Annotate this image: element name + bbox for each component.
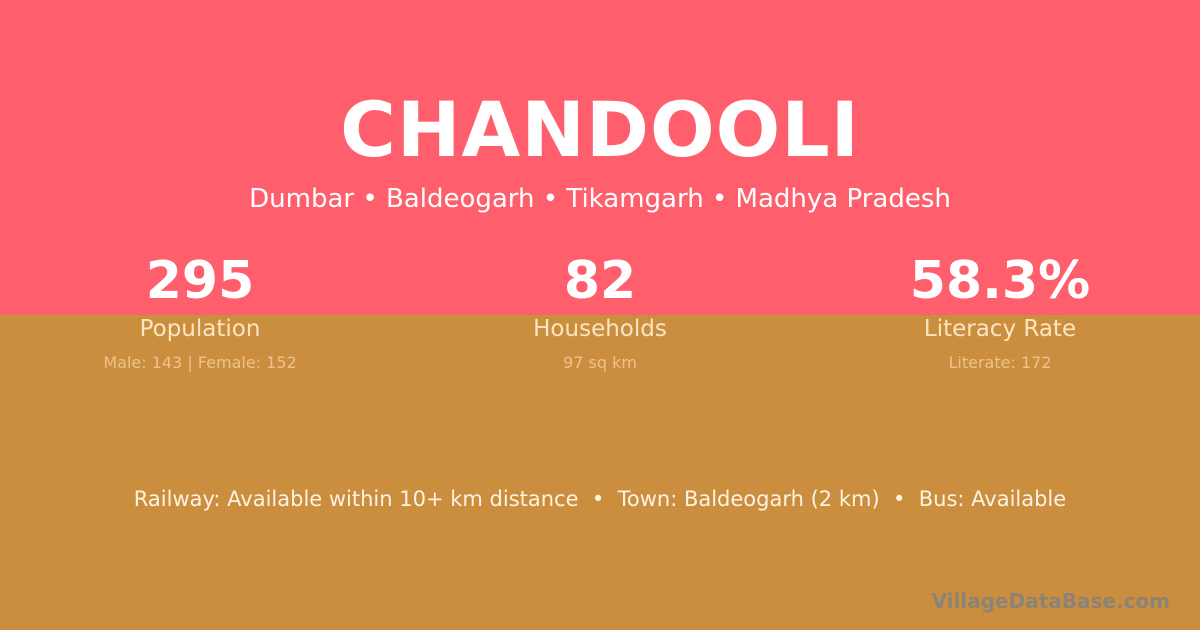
stat-households: 82 Households 97 sq km [400,250,800,374]
brand-watermark: VillageDataBase.com [931,589,1170,613]
village-name: CHANDOOLI [340,85,860,174]
stat-label: Households [533,316,667,342]
stat-value: 295 [145,251,255,311]
header-band [0,0,1200,315]
stat-literacy: 58.3% Literacy Rate Literate: 172 [800,250,1200,374]
stat-value: 58.3% [909,251,1091,311]
stat-population: 295 Population Male: 143 | Female: 152 [0,250,400,374]
connectivity-info: Railway: Available within 10+ km distanc… [133,487,1067,511]
stat-value: 82 [563,251,637,311]
location-breadcrumb: Dumbar • Baldeogarh • Tikamgarh • Madhya… [249,184,951,214]
stat-detail: Male: 143 | Female: 152 [103,353,297,372]
stat-label: Population [139,316,261,342]
stat-detail: 97 sq km [563,353,637,372]
stat-label: Literacy Rate [923,316,1077,342]
stat-detail: Literate: 172 [948,353,1052,372]
